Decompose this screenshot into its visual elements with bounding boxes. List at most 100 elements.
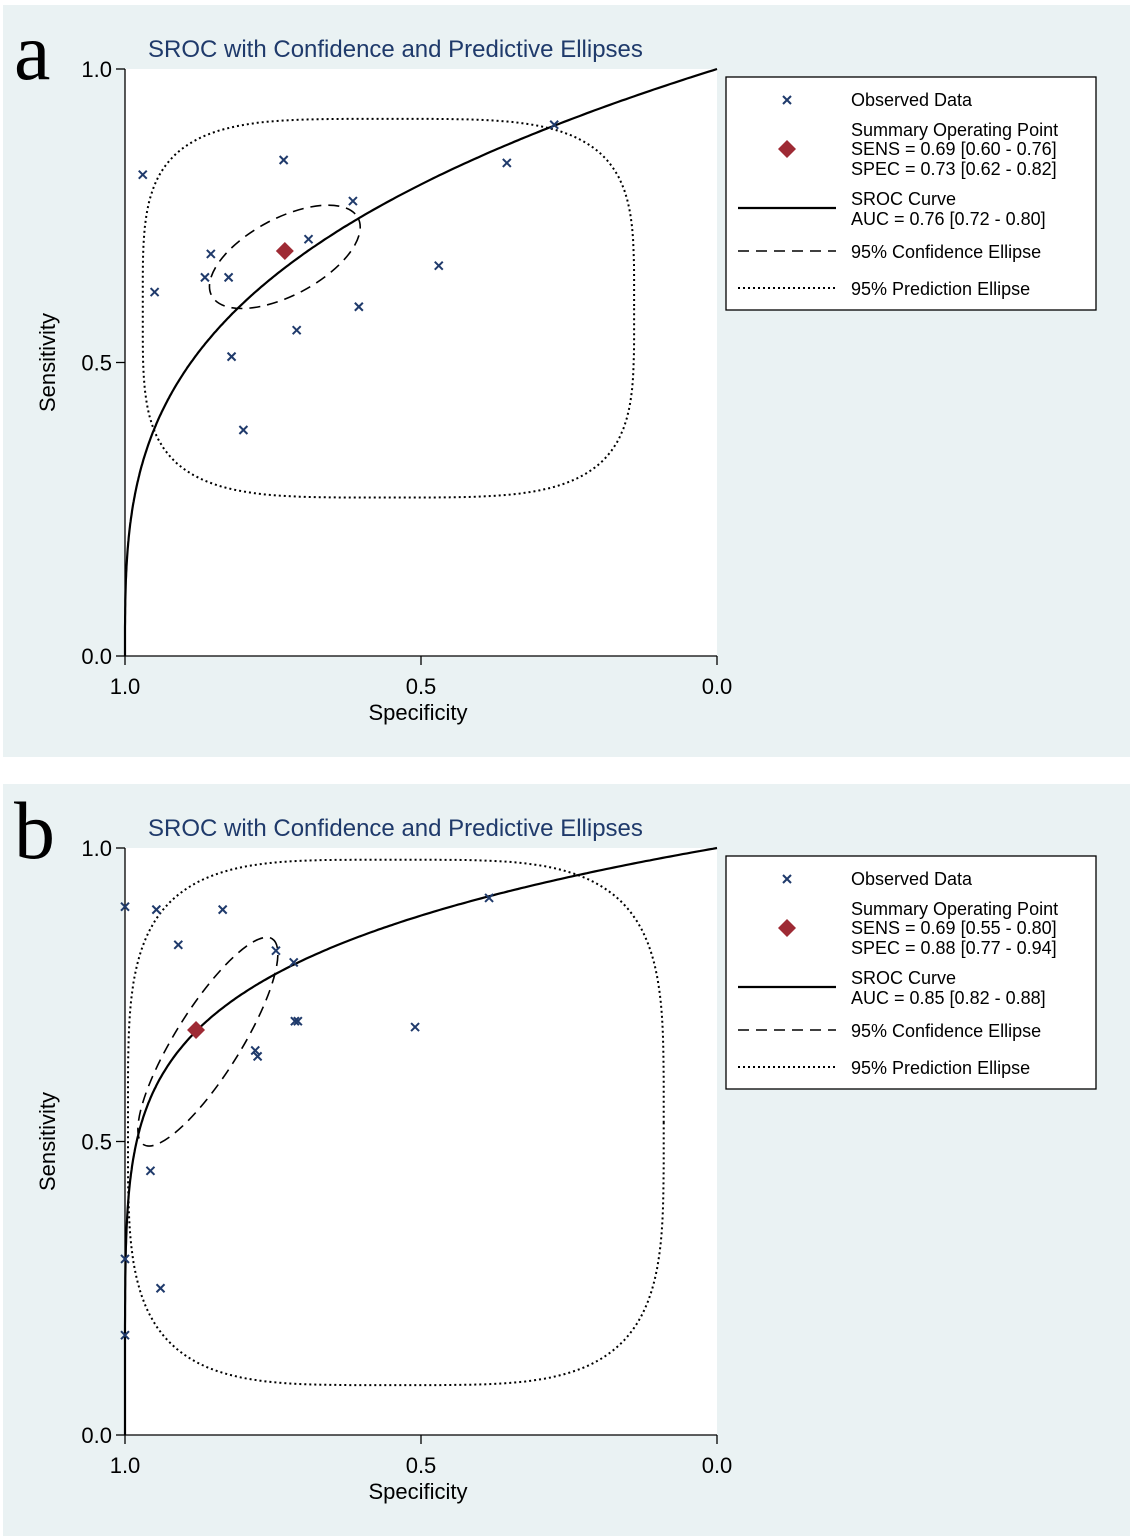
observed-mark: [290, 1016, 300, 1026]
legend-summary-spec: SPEC = 0.73 [0.62 - 0.82]: [851, 159, 1057, 179]
plot-area: [125, 69, 717, 656]
observed-mark: [206, 249, 216, 259]
observed-point: [252, 1051, 263, 1062]
observed-point: [217, 904, 228, 915]
observed-point: [278, 155, 289, 165]
observed-mark: [226, 351, 237, 362]
x-axis-title: Specificity: [368, 1479, 467, 1504]
observed-point: [223, 272, 234, 283]
observed-point: [289, 957, 299, 968]
observed-mark: [354, 302, 364, 312]
panel-letter: b: [14, 785, 55, 876]
legend-prediction-label: 95% Prediction Ellipse: [851, 279, 1030, 299]
observed-mark: [149, 287, 160, 297]
confidence-ellipse: [137, 936, 279, 1147]
observed-point: [206, 249, 216, 259]
observed-mark: [289, 957, 299, 968]
observed-mark: [271, 946, 281, 956]
observed-point: [173, 940, 183, 950]
observed-point: [434, 260, 444, 271]
chart-title: SROC with Confidence and Predictive Elli…: [148, 36, 643, 63]
sroc-curve: [123, 846, 718, 1435]
legend-sroc-auc: AUC = 0.76 [0.72 - 0.80]: [851, 209, 1046, 229]
legend-summary-title: Summary Operating Point: [851, 899, 1058, 919]
legend-summary-title: Summary Operating Point: [851, 120, 1058, 140]
observed-point: [250, 1045, 260, 1056]
summary-point: [187, 1020, 206, 1039]
observed-point: [120, 1254, 130, 1264]
observed-point: [549, 120, 559, 130]
legend-confidence-label: 95% Confidence Ellipse: [851, 1021, 1041, 1041]
prediction-ellipse: [141, 117, 636, 499]
observed-mark: [138, 169, 148, 180]
y-tick-label: 1.0: [81, 836, 112, 861]
observed-mark: [434, 260, 444, 271]
legend-sroc-title: SROC Curve: [851, 189, 956, 209]
observed-mark: [173, 940, 183, 950]
chart-title: SROC with Confidence and Predictive Elli…: [148, 815, 643, 842]
observed-mark: [223, 272, 234, 283]
legend-observed-label: Observed Data: [851, 869, 973, 889]
legend-box: [725, 855, 1097, 1090]
y-tick-label: 0.5: [81, 1130, 112, 1155]
prediction-ellipse: [127, 858, 665, 1387]
observed-point: [348, 196, 358, 206]
sroc-curve: [123, 67, 718, 656]
observed-mark: [502, 158, 512, 168]
observed-mark: [291, 325, 302, 335]
observed-mark: [410, 1022, 420, 1032]
observed-mark: [278, 155, 289, 165]
legend-summary-sens: SENS = 0.69 [0.55 - 0.80]: [851, 918, 1057, 938]
observed-point: [155, 1283, 166, 1293]
observed-mark: [238, 425, 249, 435]
legend-box: [725, 76, 1097, 311]
x-tick-label: 0.5: [406, 1453, 437, 1478]
x-axis-title: Specificity: [368, 700, 467, 725]
observed-point: [145, 1166, 156, 1176]
observed-mark: [250, 1045, 260, 1056]
observed-mark: [151, 904, 162, 915]
y-axis-title: Sensitivity: [35, 313, 60, 412]
observed-point: [120, 901, 130, 912]
confidence-ellipse: [208, 204, 362, 310]
y-tick-label: 1.0: [81, 57, 112, 82]
observed-point: [410, 1022, 420, 1032]
observed-point: [120, 1330, 130, 1340]
observed-mark: [217, 904, 228, 915]
legend-confidence-label: 95% Confidence Ellipse: [851, 242, 1041, 262]
y-axis-title: Sensitivity: [35, 1092, 60, 1191]
summary-point: [275, 241, 294, 260]
legend-summary-mark: [778, 140, 796, 158]
observed-point: [271, 946, 281, 956]
observed-point: [303, 234, 314, 244]
legend-observed-mark: [782, 874, 792, 884]
observed-point: [226, 351, 237, 362]
observed-mark: [348, 196, 358, 206]
x-tick-label: 1.0: [110, 674, 141, 699]
observed-point: [200, 272, 210, 283]
legend: Observed Data Summary Operating PointSENS…: [725, 855, 1097, 1090]
observed-point: [502, 158, 512, 168]
x-tick-label: 0.5: [406, 674, 437, 699]
observed-point: [293, 1016, 303, 1026]
observed-point: [238, 425, 249, 435]
observed-mark: [145, 1166, 156, 1176]
legend-summary-spec: SPEC = 0.88 [0.77 - 0.94]: [851, 938, 1057, 958]
observed-point: [484, 893, 494, 903]
observed-mark: [293, 1016, 303, 1026]
legend-summary-sens: SENS = 0.69 [0.60 - 0.76]: [851, 139, 1057, 159]
legend-observed-mark: [782, 95, 792, 105]
legend-observed-label: Observed Data: [851, 90, 973, 110]
observed-point: [151, 904, 162, 915]
observed-point: [290, 1016, 300, 1026]
observed-point: [149, 287, 160, 297]
panel-letter: a: [14, 6, 50, 97]
observed-point: [354, 302, 364, 312]
y-tick-label: 0.0: [81, 1423, 112, 1448]
observed-mark: [155, 1283, 166, 1293]
x-tick-label: 0.0: [702, 1453, 733, 1478]
observed-point: [291, 325, 302, 335]
plot-area: [125, 848, 717, 1435]
observed-mark: [200, 272, 210, 283]
